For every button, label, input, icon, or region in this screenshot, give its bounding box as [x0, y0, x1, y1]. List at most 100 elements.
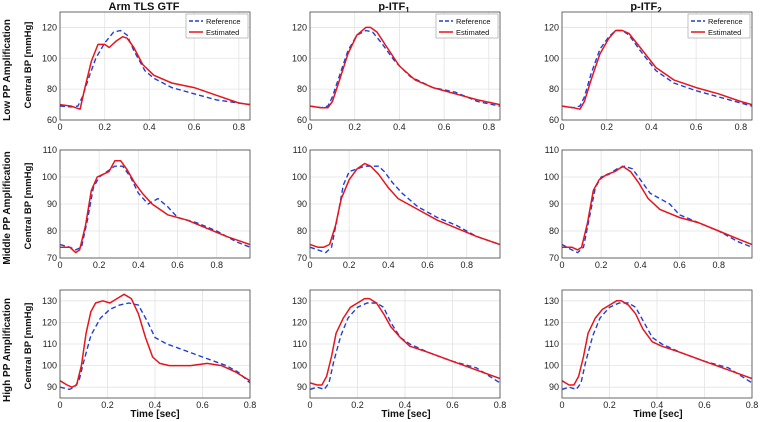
reference-series-line	[60, 165, 250, 251]
y-tick-label: 90	[549, 382, 559, 392]
panel-r1-c3: 0 0.2 0.4 0.6 0.8 60 80 100 120 Reference Estimate…	[544, 11, 753, 132]
y-axis-label-row-low: Central BP [mmHg]	[23, 22, 34, 109]
y-tick-label: 80	[297, 226, 307, 236]
y-tick-label: 130	[544, 296, 559, 306]
axes-box	[59, 149, 251, 259]
y-tick-label: 100	[292, 172, 307, 182]
y-tick-label: 90	[47, 199, 57, 209]
x-tick-label: 0.6	[171, 260, 184, 270]
axes-box	[59, 289, 251, 399]
x-tick-label: 0.4	[651, 400, 664, 410]
row-label-high: High PP Amplification	[2, 298, 13, 402]
y-tick-label: 90	[47, 382, 57, 392]
x-tick-label: 0	[57, 260, 62, 270]
y-tick-label: 80	[297, 84, 307, 94]
legend: Reference Estimated	[435, 13, 499, 39]
x-axis-label-col-3: Time [sec]	[633, 409, 682, 420]
panel-r1-c2: 0 0.2 0.4 0.6 0.8 60 80 100 120 Reference Estimate…	[292, 11, 501, 132]
panel-r3-c1: 0 0.2 0.4 0.6 0.8 90 100 110 120 130	[42, 289, 256, 410]
x-tick-label: 0.8	[735, 122, 748, 132]
y-tick-label: 100	[544, 53, 559, 63]
axes-box	[561, 289, 753, 399]
legend-estimated-label: Estimated	[708, 28, 741, 37]
y-tick-label: 120	[544, 317, 559, 327]
y-tick-label: 90	[297, 382, 307, 392]
x-tick-label: 0.4	[149, 400, 162, 410]
y-tick-label: 120	[544, 22, 559, 32]
x-axis-label-col-1: Time [sec]	[130, 409, 179, 420]
x-tick-label: 0.2	[348, 122, 361, 132]
y-tick-label: 60	[297, 115, 307, 125]
x-tick-label: 0.8	[483, 122, 496, 132]
x-tick-label: 0	[307, 122, 312, 132]
axes-box	[309, 149, 501, 259]
legend-box	[185, 13, 249, 39]
y-tick-label: 120	[292, 317, 307, 327]
legend: Reference Estimated	[185, 13, 249, 39]
estimated-series-line	[310, 26, 500, 109]
row-labels: Low PP Amplification Middle PP Amplifica…	[2, 19, 13, 402]
x-tick-label: 0	[559, 260, 564, 270]
x-tick-label: 0.6	[188, 122, 201, 132]
y-tick-label: 100	[42, 361, 57, 371]
y-axis-label-row-high: Central BP [mmHg]	[23, 303, 34, 390]
x-tick-label: 0.8	[494, 400, 507, 410]
x-tick-label: 0.8	[210, 260, 223, 270]
reference-series-line	[562, 29, 752, 109]
reference-series-line	[310, 29, 500, 109]
panel-r2-c1: 0 0.2 0.4 0.6 0.8 70 80 90 100 110	[42, 145, 251, 270]
estimated-series-line	[310, 297, 500, 386]
x-tick-label: 0.2	[98, 122, 111, 132]
x-tick-label: 0.2	[93, 260, 106, 270]
reference-series-line	[60, 302, 250, 391]
estimated-series-line	[562, 300, 752, 386]
y-tick-label: 120	[42, 22, 57, 32]
x-tick-label: 0	[559, 122, 564, 132]
x-tick-label: 0	[307, 260, 312, 270]
x-tick-label: 0.4	[132, 260, 145, 270]
legend-reference-label: Reference	[206, 17, 241, 26]
axes-box	[309, 11, 501, 121]
x-tick-label: 0.2	[595, 260, 608, 270]
y-tick-label: 100	[42, 53, 57, 63]
reference-series-line	[310, 165, 500, 254]
y-tick-label: 110	[293, 145, 307, 155]
y-tick-label: 110	[43, 145, 57, 155]
x-tick-label: 0.6	[421, 260, 434, 270]
x-tick-label: 0.6	[698, 400, 711, 410]
y-tick-label: 90	[549, 199, 559, 209]
x-axis-label-col-2: Time [sec]	[381, 409, 430, 420]
column-titles: Arm TLS GTF p-ITF1 p-ITF2	[109, 1, 663, 15]
legend-reference-label: Reference	[708, 17, 743, 26]
y-tick-label: 70	[47, 253, 57, 263]
x-tick-label: 0.4	[399, 400, 412, 410]
estimated-series-line	[562, 165, 752, 251]
axes-box	[561, 149, 753, 259]
x-tick-label: 0.4	[645, 122, 658, 132]
y-tick-label: 80	[549, 226, 559, 236]
y-tick-label: 130	[42, 296, 57, 306]
axes-box	[309, 289, 501, 399]
legend-box	[435, 13, 499, 39]
x-tick-label: 0.2	[603, 400, 616, 410]
axes-box	[59, 11, 251, 121]
y-tick-label: 100	[292, 361, 307, 371]
x-tick-label: 0	[307, 400, 312, 410]
x-tick-label: 0	[559, 400, 564, 410]
y-tick-label: 120	[292, 22, 307, 32]
x-tick-label: 0.6	[690, 122, 703, 132]
y-tick-label: 120	[42, 317, 57, 327]
x-tick-label: 0.8	[712, 260, 725, 270]
row-label-low: Low PP Amplification	[2, 19, 13, 121]
legend-box	[687, 13, 751, 39]
y-axis-label-row-middle: Central BP [mmHg]	[23, 163, 34, 250]
panel-r2-c2: 0 0.2 0.4 0.6 0.8 70 80 90 100 110	[292, 145, 501, 270]
x-tick-label: 0.2	[101, 400, 114, 410]
row-label-middle: Middle PP Amplification	[2, 151, 13, 264]
y-tick-label: 130	[292, 296, 307, 306]
x-tick-label: 0.6	[673, 260, 686, 270]
x-tick-label: 0.4	[634, 260, 647, 270]
y-tick-label: 110	[43, 339, 57, 349]
x-tick-label: 0.8	[233, 122, 246, 132]
x-tick-label: 0.2	[343, 260, 356, 270]
